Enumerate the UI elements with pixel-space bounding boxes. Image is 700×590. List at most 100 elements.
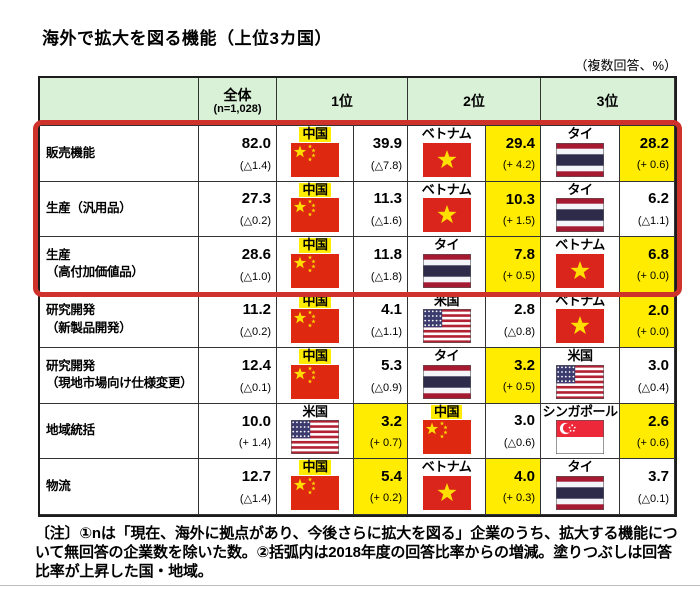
rank-value-cell: 39.9 (△7.8) <box>354 126 408 182</box>
rank-change: (△1.1) <box>637 215 669 228</box>
row-label: 研究開発 （現地市場向け仕様変更） <box>40 348 199 404</box>
rank-value-cell: 11.3 (△1.6) <box>354 181 408 237</box>
thailand-flag-icon <box>422 253 471 288</box>
country-name: 中国 <box>299 237 331 253</box>
row-label: 地域統括 <box>40 403 199 459</box>
overall-value-cell: 11.2 (△0.2) <box>199 292 277 348</box>
rank-change: (+ 1.5) <box>502 214 535 227</box>
thailand-flag-icon <box>556 142 604 177</box>
country-cell: シンガポール <box>541 403 620 459</box>
vietnam-flag-icon <box>556 309 604 344</box>
rank-change: (+ 0.5) <box>502 270 535 283</box>
rank-value-cell: 7.8 (+ 0.5) <box>486 237 541 293</box>
rank-change: (+ 0.3) <box>502 492 535 505</box>
rank-value: 2.6 <box>648 412 669 430</box>
country-name: 中国 <box>299 126 331 142</box>
rank-value-cell: 6.8 (+ 0.0) <box>620 237 675 293</box>
header-overall-sub: (n=1,028) <box>213 103 262 116</box>
rank-change: (△1.8) <box>370 270 402 283</box>
overall-change: (△0.2) <box>239 215 271 228</box>
rank-value-cell: 5.4 (+ 0.2) <box>354 459 408 515</box>
rank-change: (△1.6) <box>370 215 402 228</box>
rank-value: 11.8 <box>373 245 402 263</box>
header-empty-cell <box>40 78 199 126</box>
bottom-divider <box>0 585 700 586</box>
china-flag-icon <box>291 198 339 233</box>
row-label: 物流 <box>40 459 199 515</box>
rank-value: 2.0 <box>648 301 669 319</box>
china-flag-icon <box>291 364 339 399</box>
header-rank2: 2位 <box>408 78 541 126</box>
country-cell: タイ <box>408 237 486 293</box>
overall-change: (△1.4) <box>239 492 271 505</box>
country-name: タイ <box>567 181 593 197</box>
table-wrap: 全体 (n=1,028) 1位 2位 3位 販売機能 82.0 (△1.4) 中国 39… <box>33 76 682 517</box>
rank-value-cell: 5.3 (△0.9) <box>354 348 408 404</box>
country-cell: ベトナム <box>408 126 486 182</box>
usa-flag-icon <box>422 309 471 344</box>
overall-value: 82.0 <box>241 134 271 152</box>
rank-value: 6.2 <box>648 190 669 208</box>
overall-value: 10.0 <box>241 412 271 430</box>
rank-value: 29.4 <box>505 135 535 153</box>
vietnam-flag-icon <box>556 253 604 288</box>
row-label: 販売機能 <box>40 126 199 182</box>
rank-value-cell: 10.3 (+ 1.5) <box>486 181 541 237</box>
rank-value-cell: 2.0 (+ 0.0) <box>620 292 675 348</box>
vietnam-flag-icon <box>422 198 471 233</box>
vietnam-flag-icon <box>422 475 471 510</box>
country-name: ベトナム <box>421 181 472 197</box>
rank-change: (△0.9) <box>370 381 402 394</box>
rank-value: 2.8 <box>514 301 535 319</box>
country-name: 中国 <box>299 293 331 309</box>
country-cell: 中国 <box>408 403 486 459</box>
overall-value: 12.4 <box>241 356 271 374</box>
country-cell: 中国 <box>277 126 354 182</box>
country-cell: ベトナム <box>408 181 486 237</box>
china-flag-icon <box>291 309 339 344</box>
rank-value: 6.8 <box>648 246 669 264</box>
rank-value-cell: 2.6 (+ 0.6) <box>620 403 675 459</box>
china-flag-icon <box>291 253 339 288</box>
rank-change: (+ 0.0) <box>636 270 669 283</box>
header-overall: 全体 (n=1,028) <box>199 78 277 126</box>
country-name: 中国 <box>299 459 331 475</box>
rank-value-cell: 4.0 (+ 0.3) <box>486 459 541 515</box>
country-cell: 中国 <box>277 237 354 293</box>
country-cell: ベトナム <box>541 292 620 348</box>
country-cell: 米国 <box>408 292 486 348</box>
country-name: ベトナム <box>421 459 472 474</box>
row-label: 研究開発 （新製品開発） <box>40 292 199 348</box>
rank-change: (△0.8) <box>503 326 535 339</box>
rank-value-cell: 3.7 (△0.1) <box>620 459 675 515</box>
china-flag-icon <box>291 475 339 510</box>
overall-value: 28.6 <box>241 245 271 263</box>
country-cell: 中国 <box>277 181 354 237</box>
header-overall-label: 全体 <box>223 87 252 104</box>
country-name: タイ <box>567 459 593 474</box>
country-name: 米国 <box>433 292 460 308</box>
rank-value-cell: 3.2 (+ 0.7) <box>354 403 408 459</box>
rank-value: 3.2 <box>381 412 402 430</box>
country-cell: 米国 <box>277 403 354 459</box>
overall-value-cell: 27.3 (△0.2) <box>199 181 277 237</box>
rank-value: 3.0 <box>648 356 669 374</box>
overall-change: (△0.1) <box>239 381 271 394</box>
rank-change: (+ 0.6) <box>636 159 669 172</box>
thailand-flag-icon <box>556 198 604 233</box>
rank-change: (△1.1) <box>370 326 402 339</box>
country-cell: ベトナム <box>541 237 620 293</box>
overall-change: (△0.2) <box>239 326 271 339</box>
overall-value-cell: 12.7 (△1.4) <box>199 459 277 515</box>
header-rank1: 1位 <box>277 78 408 126</box>
page-title: 海外で拡大を図る機能（上位3カ国） <box>42 29 332 48</box>
overall-value: 12.7 <box>241 467 271 485</box>
rank-value: 4.0 <box>514 468 535 486</box>
country-name: タイ <box>433 237 460 252</box>
rank-value: 3.7 <box>648 467 669 485</box>
rank-change: (△0.1) <box>637 492 669 505</box>
country-cell: タイ <box>541 181 620 237</box>
china-flag-icon <box>422 420 471 455</box>
country-name: 中国 <box>430 404 462 420</box>
country-name: シンガポール <box>542 403 618 419</box>
